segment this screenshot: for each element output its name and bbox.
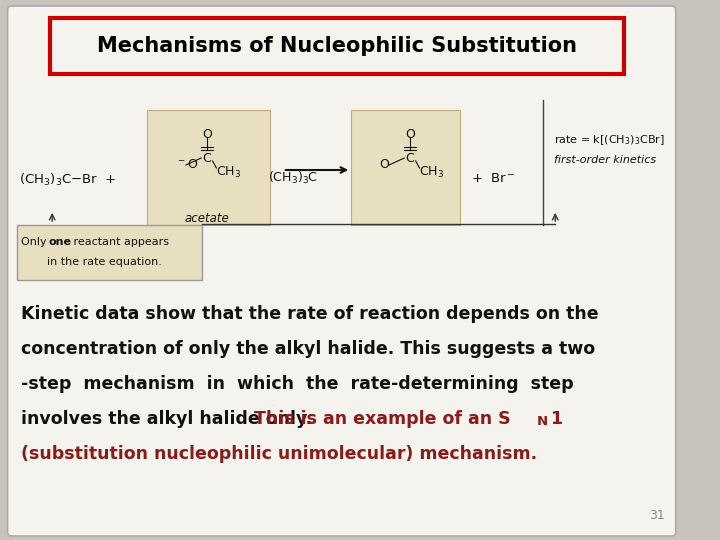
Text: This is an example of an S: This is an example of an S bbox=[254, 410, 511, 428]
Text: reactant appears: reactant appears bbox=[71, 237, 169, 247]
FancyBboxPatch shape bbox=[50, 18, 624, 74]
Text: first-order kinetics: first-order kinetics bbox=[554, 155, 657, 165]
FancyBboxPatch shape bbox=[8, 6, 676, 536]
Text: CH$_3$: CH$_3$ bbox=[217, 165, 241, 179]
Text: O: O bbox=[405, 129, 415, 141]
Text: one: one bbox=[48, 237, 71, 247]
Text: CH$_3$: CH$_3$ bbox=[420, 165, 445, 179]
Text: in the rate equation.: in the rate equation. bbox=[47, 257, 162, 267]
Text: $^-$O: $^-$O bbox=[176, 159, 198, 172]
Bar bbox=[351, 110, 460, 225]
Text: Mechanisms of Nucleophilic Substitution: Mechanisms of Nucleophilic Substitution bbox=[97, 36, 577, 56]
Text: acetate: acetate bbox=[184, 212, 229, 225]
Text: Only: Only bbox=[21, 237, 50, 247]
Bar bbox=[17, 225, 202, 280]
Text: (CH$_3$)$_3$C$-$Br  +: (CH$_3$)$_3$C$-$Br + bbox=[19, 172, 116, 188]
Text: (substitution nucleophilic unimolecular) mechanism.: (substitution nucleophilic unimolecular)… bbox=[21, 445, 537, 463]
Text: C: C bbox=[405, 152, 415, 165]
Text: +  Br$^-$: + Br$^-$ bbox=[471, 172, 516, 185]
Bar bbox=[147, 110, 271, 225]
Text: involves the alkyl halide only.: involves the alkyl halide only. bbox=[21, 410, 318, 428]
Text: O: O bbox=[202, 129, 212, 141]
Text: 31: 31 bbox=[649, 509, 665, 522]
Text: Kinetic data show that the rate of reaction depends on the: Kinetic data show that the rate of react… bbox=[21, 305, 598, 323]
Text: concentration of only the alkyl halide. This suggests a two: concentration of only the alkyl halide. … bbox=[21, 340, 595, 358]
Text: N: N bbox=[537, 415, 549, 428]
Text: (CH$_3$)$_3$C: (CH$_3$)$_3$C bbox=[268, 170, 318, 186]
Text: O: O bbox=[379, 159, 390, 172]
Text: rate = k[(CH$_3$)$_3$CBr]: rate = k[(CH$_3$)$_3$CBr] bbox=[554, 133, 665, 147]
Text: -step  mechanism  in  which  the  rate-determining  step: -step mechanism in which the rate-determ… bbox=[21, 375, 574, 393]
Text: 1: 1 bbox=[551, 410, 562, 428]
Text: C: C bbox=[202, 152, 211, 165]
